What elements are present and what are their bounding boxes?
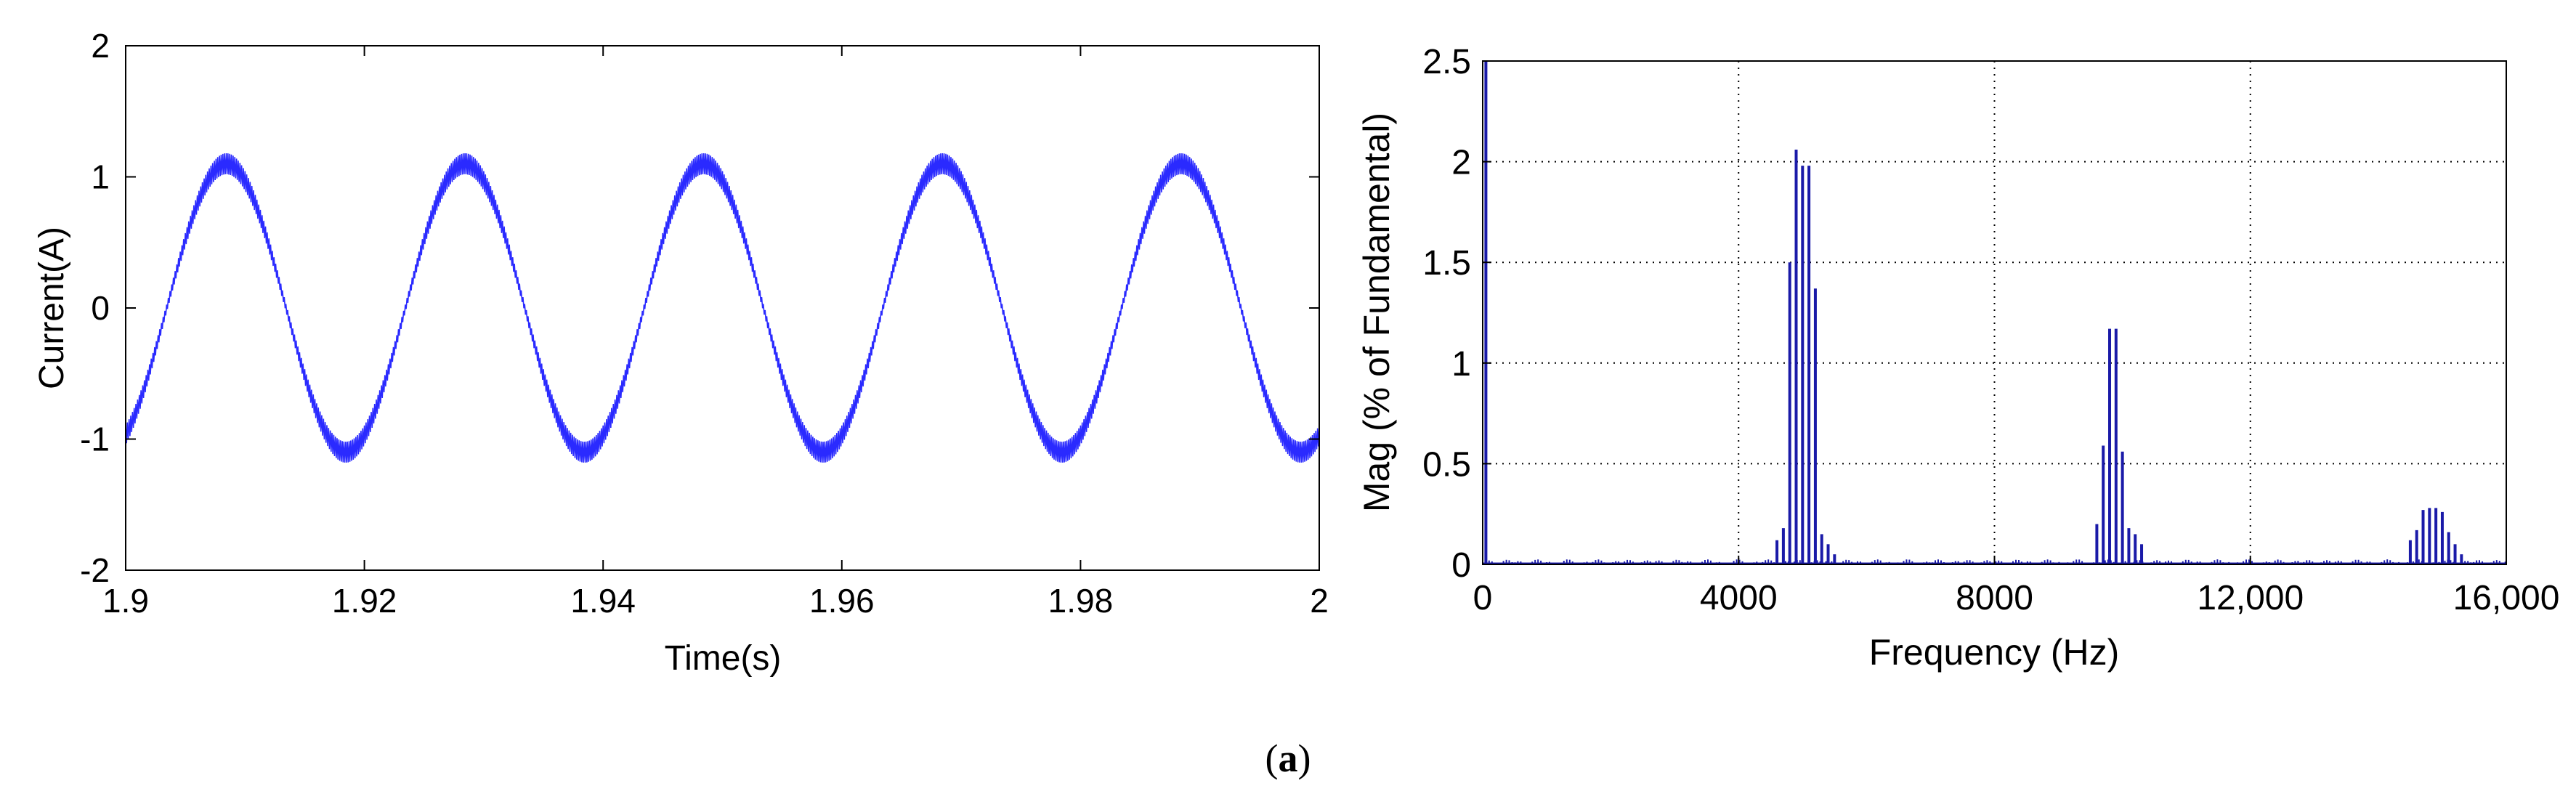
y-axis-ticks: 0 0.5 1 1.5 2 2.5 (1422, 43, 1491, 585)
y-tick-label: -1 (80, 421, 110, 458)
current-series-line (125, 153, 1320, 463)
y-tick-label: -2 (80, 551, 110, 589)
y-axis-title: Current(A) (33, 227, 71, 389)
x-tick-label: 16,000 (2453, 579, 2560, 617)
plot2-background (1483, 61, 2506, 564)
x-tick-label: 1.96 (809, 582, 875, 620)
y-tick-label: 1 (1451, 345, 1471, 384)
x-tick-label: 2 (1310, 582, 1329, 620)
x-tick-label: 4000 (1700, 579, 1778, 617)
harmonic-spectrum-chart: 0 4000 8000 12,000 16,000 0 0.5 1 1.5 2 2.5 Frequ… (1356, 43, 2559, 673)
y-tick-label: 2 (1451, 144, 1471, 182)
x-tick-label: 1.9 (102, 582, 149, 620)
x-tick-label: 1.94 (570, 582, 636, 620)
plot1-background (126, 46, 1319, 570)
current-waveform-chart: 1.9 1.92 1.94 1.96 1.98 2 -2 -1 0 1 2 Time(s) Cur… (33, 27, 1329, 678)
x-axis-ticks: 1.9 1.92 1.94 1.96 1.98 2 (102, 46, 1329, 620)
y-tick-label: 1 (91, 158, 110, 196)
y-tick-label: 1.5 (1422, 244, 1471, 283)
current-trace (125, 153, 1320, 463)
y-tick-label: 2 (91, 27, 110, 65)
x-tick-label: 8000 (1956, 579, 2033, 617)
x-tick-label: 0 (1473, 579, 1493, 617)
y-tick-label: 0.5 (1422, 445, 1471, 484)
x-axis-title: Frequency (Hz) (1869, 632, 2120, 673)
y-tick-label: 0 (1451, 546, 1471, 585)
y-tick-label: 0 (91, 289, 110, 327)
x-axis-ticks: 0 4000 8000 12,000 16,000 (1473, 556, 2560, 617)
y-axis-ticks: -2 -1 0 1 2 (80, 27, 1319, 589)
grid-lines (1483, 61, 2506, 564)
y-axis-title: Mag (% of Fundamental) (1356, 113, 1397, 512)
y-tick-label: 2.5 (1422, 43, 1471, 81)
x-tick-label: 12,000 (2197, 579, 2304, 617)
x-tick-label: 1.92 (332, 582, 397, 620)
x-tick-label: 1.98 (1048, 582, 1114, 620)
x-axis-title: Time(s) (665, 639, 782, 678)
figure-caption: (a) (1265, 737, 1311, 780)
